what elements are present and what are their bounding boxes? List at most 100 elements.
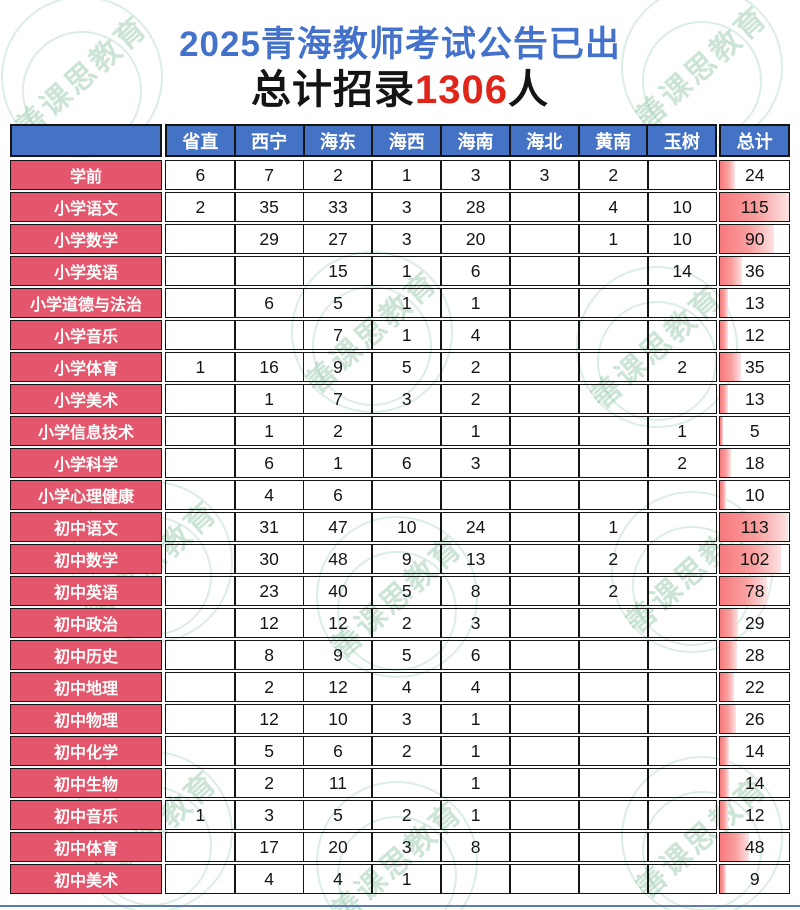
total-cell: 13 [719,288,791,318]
table-header-row: 省直 西宁 海东 海西 海南 海北 黄南 玉树 总计 [10,124,791,157]
value-cell: 4 [371,672,443,702]
total-cell: 36 [719,256,791,286]
value-cell: 4 [577,192,649,222]
row-label: 初中地理 [10,672,162,702]
value-cell: 2 [646,448,718,478]
value-cell: 10 [646,224,718,254]
row-label: 初中生物 [10,768,162,798]
value-cell: 1 [440,800,511,830]
total-value: 28 [745,644,765,665]
row-label: 初中美术 [10,864,162,894]
value-cell: 1 [371,160,443,190]
value-cell: 2 [440,352,511,382]
table-row: 小学心理健康 4 6 10 [10,480,791,510]
value-cell [577,256,649,286]
value-cell: 12 [233,608,305,638]
total-data-bar [720,289,729,317]
page-subtitle: 总计招录1306人 [0,66,800,114]
value-cell [165,384,236,414]
total-cell: 115 [719,192,791,222]
total-value: 12 [745,804,765,825]
row-label: 初中历史 [10,640,162,670]
value-cell: 1 [371,320,443,350]
value-cell: 3 [440,160,511,190]
value-cell [165,480,236,510]
table-row: 初中英语 23 40 5 8 2 78 [10,576,791,606]
value-cell [165,864,236,894]
value-cell: 3 [440,448,511,478]
total-data-bar [720,577,767,605]
total-cell: 26 [719,704,791,734]
total-value: 26 [745,708,765,729]
total-data-bar [720,641,738,669]
value-cell: 13 [440,544,511,574]
value-cell [233,320,305,350]
value-cell: 1 [371,256,443,286]
value-cell: 5 [302,800,374,830]
value-cell: 2 [233,768,305,798]
total-cell: 29 [719,608,791,638]
value-cell: 2 [302,416,374,446]
row-label: 小学美术 [10,384,162,414]
value-cell: 1 [440,288,511,318]
total-cell: 5 [719,416,791,446]
column-header-3: 海西 [371,124,443,157]
value-cell [165,320,236,350]
value-cell [165,768,236,798]
total-data-bar [720,417,724,445]
value-cell: 12 [302,672,374,702]
total-cell: 28 [719,640,791,670]
table-row: 初中数学 30 48 9 13 2 102 [10,544,791,574]
value-cell [371,768,443,798]
value-cell: 6 [233,448,305,478]
value-cell [577,608,649,638]
value-cell: 23 [233,576,305,606]
value-cell: 2 [165,192,236,222]
value-cell [646,544,718,574]
row-label: 初中化学 [10,736,162,766]
value-cell [165,704,236,734]
value-cell [509,288,580,318]
total-value: 22 [745,676,765,697]
total-cell: 12 [719,320,791,350]
value-cell: 1 [302,448,374,478]
total-data-bar [720,353,742,381]
value-cell: 1 [440,736,511,766]
value-cell [509,384,580,414]
table-body: 学前 6 7 2 1 3 3 2 24 小学语文 2 35 33 3 28 4 10 115 小学数学 29 27 3 20… [10,160,791,894]
value-cell: 5 [371,352,443,382]
total-value: 35 [745,356,765,377]
value-cell: 14 [646,256,718,286]
value-cell [646,160,718,190]
value-cell: 3 [371,192,443,222]
total-data-bar [720,193,790,221]
value-cell: 17 [233,832,305,862]
row-label: 初中数学 [10,544,162,574]
total-cell: 14 [719,736,791,766]
total-value: 9 [749,868,760,889]
column-header-0: 省直 [165,124,236,157]
value-cell: 12 [302,608,374,638]
value-cell: 6 [233,288,305,318]
value-cell [371,480,443,510]
value-cell: 11 [302,768,374,798]
value-cell: 5 [233,736,305,766]
total-value: 5 [749,420,760,441]
table-row: 小学数学 29 27 3 20 1 10 90 [10,224,791,254]
value-cell: 1 [233,384,305,414]
table-row: 初中物理 12 10 3 1 26 [10,704,791,734]
value-cell: 1 [577,224,649,254]
row-label: 小学道德与法治 [10,288,162,318]
value-cell [509,800,580,830]
value-cell: 27 [302,224,374,254]
total-value: 115 [740,196,769,217]
value-cell: 1 [440,704,511,734]
total-value: 18 [745,452,765,473]
total-cell: 113 [719,512,791,542]
total-data-bar [720,161,735,189]
value-cell [646,736,718,766]
value-cell: 3 [371,224,443,254]
value-cell [509,224,580,254]
row-label: 小学音乐 [10,320,162,350]
